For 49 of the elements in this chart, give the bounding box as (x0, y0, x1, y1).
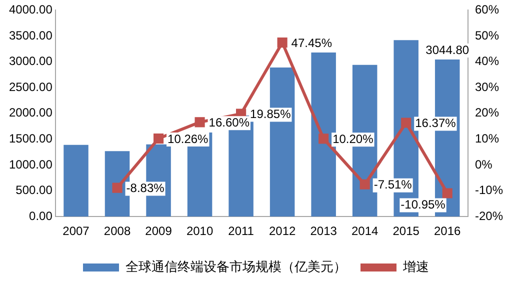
x-tick-label: 2011 (228, 224, 254, 238)
y2-tick-label: 0% (474, 157, 493, 172)
y2-tick-label: -20% (474, 208, 504, 223)
point (277, 38, 288, 48)
data-label: -8.83% (126, 181, 165, 196)
data-label: 47.45% (291, 36, 332, 50)
point (194, 117, 205, 128)
data-label: 16.37% (415, 116, 456, 130)
legend-label: 增速 (402, 259, 429, 274)
y-tick-label: 1000.00 (8, 157, 53, 172)
point (442, 188, 452, 198)
x-tick-label: 2016 (434, 224, 462, 238)
y2-tick-label: 30% (474, 80, 500, 94)
y-tick-label: 500.00 (16, 183, 53, 198)
x-tick-label: 2007 (62, 224, 90, 238)
y2-tick-label: 20% (474, 106, 500, 120)
x-tick-label: 2012 (268, 224, 296, 238)
y-tick-label: 2000.00 (8, 106, 53, 120)
y-tick-label: 4000.00 (8, 2, 53, 17)
point (401, 118, 412, 128)
x-tick-label: 2008 (104, 224, 131, 238)
point (153, 133, 164, 144)
point (112, 182, 122, 193)
y-tick-label: 1500.00 (8, 132, 53, 146)
data-label: 3044.80 (426, 42, 470, 57)
y-tick-label: 3000.00 (8, 54, 53, 68)
y2-tick-label: 10% (474, 132, 500, 146)
x-tick-label: 2013 (310, 224, 338, 238)
legend-label: 全球通信终端设备市场规模（亿美元） (126, 259, 346, 274)
data-label: 19.85% (250, 107, 292, 122)
y-tick-label: 2500.00 (8, 80, 53, 94)
bar (64, 144, 88, 217)
y2-tick-label: 60% (474, 2, 500, 17)
data-label: 16.60% (208, 115, 250, 130)
point (360, 179, 370, 190)
y2-tick-label: 40% (474, 54, 500, 68)
y2-tick-label: -10% (474, 183, 504, 198)
y-tick-label: 3500.00 (8, 28, 53, 42)
data-label: -10.95% (400, 198, 446, 212)
data-label: -7.51% (374, 178, 412, 192)
data-label: 10.20% (332, 132, 374, 146)
x-tick-label: 2015 (392, 224, 420, 238)
y2-tick-label: 50% (474, 28, 500, 42)
y-tick-label: 0.00 (29, 208, 53, 223)
x-tick-label: 2009 (145, 224, 172, 238)
x-tick-label: 2014 (351, 224, 379, 238)
point (318, 134, 329, 144)
data-label: 10.26% (168, 132, 209, 146)
x-tick-label: 2010 (186, 224, 214, 238)
